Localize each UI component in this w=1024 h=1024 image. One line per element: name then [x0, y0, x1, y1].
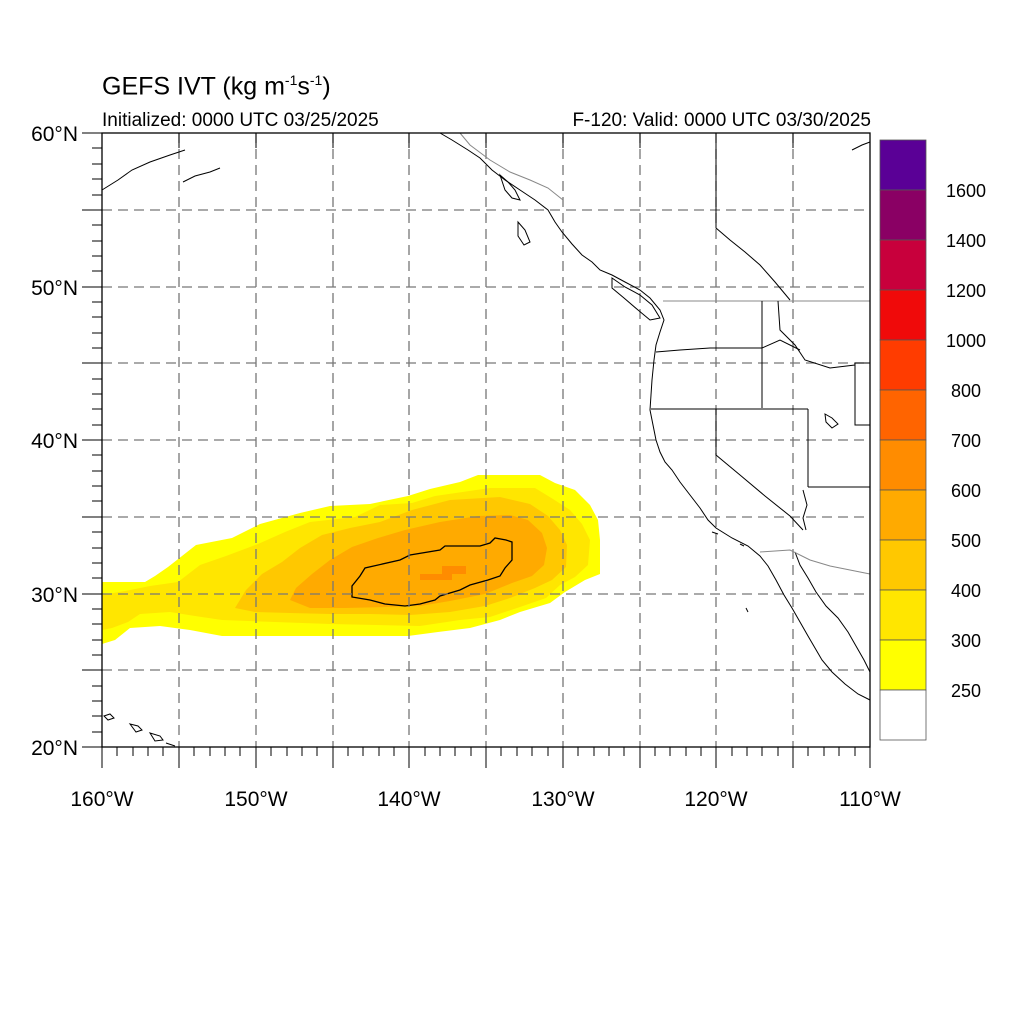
colorbar-swatch	[879, 239, 927, 291]
lon-label: 130°W	[531, 788, 594, 811]
ivt-shading	[102, 475, 600, 644]
colorbar-label: 800	[951, 381, 981, 401]
colorbar-label: 1200	[946, 281, 986, 301]
lat-label: 50°N	[31, 277, 78, 300]
colorbar-swatch	[879, 389, 927, 441]
lon-label: 140°W	[377, 788, 440, 811]
lon-label: 150°W	[224, 788, 287, 811]
lat-label: 30°N	[31, 584, 78, 607]
colorbar-swatch	[879, 339, 927, 391]
colorbar-label: 1600	[946, 181, 986, 201]
lon-label: 160°W	[70, 788, 133, 811]
axis-ticks	[82, 132, 871, 768]
colorbar-swatch	[879, 489, 927, 541]
colorbar-swatch	[879, 289, 927, 341]
colorbar-swatch	[879, 139, 927, 191]
colorbar-label: 1000	[946, 331, 986, 351]
colorbar-label: 400	[951, 581, 981, 601]
colorbar-swatch	[879, 439, 927, 491]
initialized-label: Initialized: 0000 UTC 03/25/2025	[102, 110, 379, 131]
lat-labels: 60°N 50°N 40°N 30°N 20°N	[31, 123, 78, 760]
colorbar-label: 500	[951, 531, 981, 551]
coastlines	[101, 132, 871, 747]
ivt-500-area	[290, 515, 547, 608]
graticule	[102, 133, 870, 747]
valid-time-label: F-120: Valid: 0000 UTC 03/30/2025	[572, 110, 871, 131]
colorbar-label: 250	[951, 681, 981, 701]
colorbar-label: 1400	[946, 231, 986, 251]
ivt-500-contour	[351, 537, 513, 607]
map-title: GEFS IVT (kg m-1s-1)	[102, 72, 331, 101]
colorbar-swatch	[879, 189, 927, 241]
lat-label: 40°N	[31, 430, 78, 453]
colorbar-swatch	[879, 589, 927, 641]
lon-label: 120°W	[684, 788, 747, 811]
lat-label: 60°N	[31, 123, 78, 146]
colorbar-swatch	[879, 639, 927, 691]
colorbar-label: 700	[951, 431, 981, 451]
colorbar-label: 600	[951, 481, 981, 501]
political-boundaries	[459, 132, 871, 575]
lon-label: 110°W	[839, 788, 901, 811]
colorbar: 1600 1400 1200 1000 800 700 600 500 400 300 250	[879, 139, 986, 741]
colorbar-swatch	[879, 539, 927, 591]
lon-labels: 160°W 150°W 140°W 130°W 120°W 110°W	[70, 788, 901, 811]
lat-label: 20°N	[31, 737, 78, 760]
colorbar-label: 300	[951, 631, 981, 651]
ivt-600-area	[420, 566, 466, 580]
colorbar-swatch	[879, 689, 927, 741]
